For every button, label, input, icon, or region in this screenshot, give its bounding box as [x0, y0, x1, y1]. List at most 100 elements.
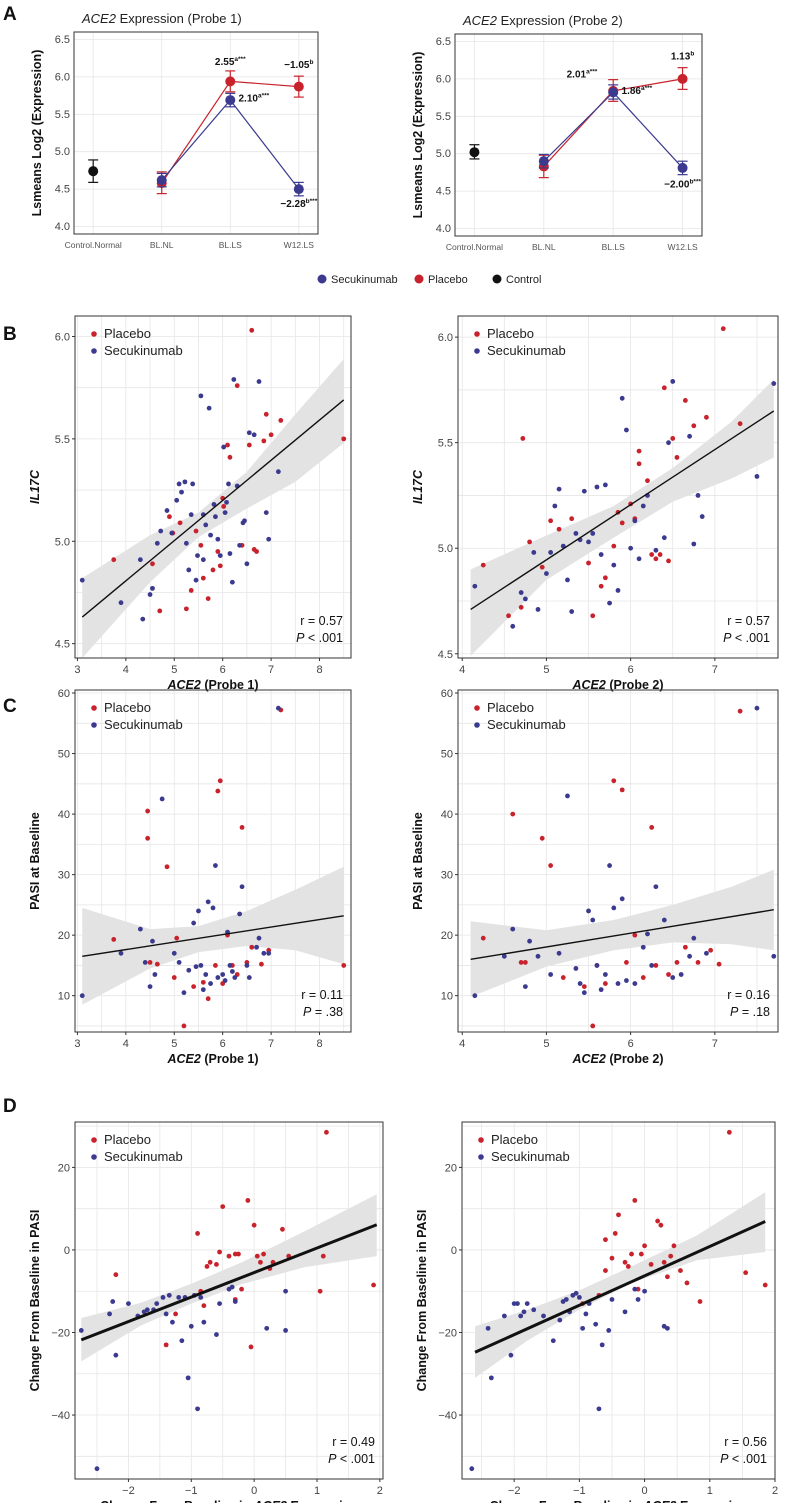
- data-point-placebo: [704, 414, 709, 420]
- data-point-placebo: [150, 561, 155, 567]
- data-point-placebo: [603, 1237, 608, 1243]
- data-point-placebo: [234, 383, 240, 389]
- effect-superscript: a***: [641, 85, 653, 92]
- p-value: P < .001: [328, 1452, 375, 1466]
- p-value-text: < .001: [728, 1452, 767, 1466]
- confidence-band: [475, 1192, 766, 1378]
- data-point-secukinumab: [615, 588, 621, 593]
- data-point-placebo: [254, 549, 259, 554]
- data-point-secukinumab: [580, 1325, 586, 1331]
- data-point-placebo: [113, 1272, 119, 1278]
- data-point-secukinumab: [596, 1406, 602, 1412]
- data-point-secukinumab: [619, 395, 625, 401]
- effect-annotation: 2.10a***: [238, 93, 269, 105]
- data-point-secukinumab: [632, 981, 638, 986]
- chart-c2: 4 5 6 7 10 20 30 40 50 60 Placebo Secukinumab r = 0.…: [411, 688, 779, 1066]
- p-value-symbol: P: [723, 631, 732, 645]
- legend-swatch-secukinumab: [474, 722, 480, 728]
- legend-swatch-placebo: [474, 705, 480, 711]
- x-tick-label: 2: [772, 1485, 778, 1497]
- data-point-secukinumab: [535, 607, 541, 612]
- data-point-secukinumab: [628, 545, 634, 551]
- data-point-secukinumab: [485, 1325, 491, 1331]
- data-point-secukinumab: [215, 975, 221, 980]
- plot-frame: [74, 689, 352, 1033]
- x-tick-label: BL.LS: [602, 242, 625, 252]
- data-point-secukinumab: [156, 175, 167, 186]
- data-point-secukinumab: [611, 905, 617, 911]
- plot-frame: [74, 315, 352, 659]
- data-point-placebo: [258, 1259, 263, 1265]
- data-point-secukinumab: [191, 920, 197, 926]
- data-point-placebo: [622, 1259, 628, 1265]
- data-point-secukinumab: [211, 502, 217, 507]
- data-point-secukinumab: [158, 528, 164, 534]
- data-point-placebo: [201, 1303, 207, 1309]
- x-tick-label: Control.Normal: [65, 240, 122, 250]
- data-point-secukinumab: [251, 432, 257, 438]
- effect-annotation: −2.00b***: [664, 178, 701, 190]
- x-tick-label: 2: [377, 1485, 383, 1497]
- data-point-placebo: [193, 528, 199, 534]
- data-point-secukinumab: [602, 972, 608, 977]
- correlation-r: r = 0.57: [300, 614, 343, 628]
- x-tick-label: 8: [316, 1038, 322, 1050]
- x-axis-label-rest: (Probe 1): [201, 678, 259, 692]
- data-point-secukinumab: [137, 557, 143, 563]
- data-point-placebo: [671, 1243, 677, 1249]
- chart-b1: 3 4 5 6 7 8 4.5 5.0 5.5 6.0 Placebo Secukinumab r = …: [28, 315, 352, 692]
- x-axis-label-prefix: Change From Baseline in: [100, 1499, 254, 1503]
- data-point-secukinumab: [670, 975, 676, 980]
- confidence-band: [470, 869, 774, 997]
- y-axis-label: Change From Baseline in PASI: [415, 1210, 429, 1392]
- x-tick-label: 6: [628, 664, 634, 676]
- data-point-placebo: [611, 543, 617, 549]
- data-point-secukinumab: [472, 583, 478, 589]
- data-point-secukinumab: [94, 1466, 100, 1472]
- y-tick-label: 4.5: [438, 649, 453, 661]
- data-point-secukinumab: [508, 1352, 514, 1358]
- data-point-secukinumab: [581, 488, 587, 494]
- data-point-secukinumab: [632, 518, 638, 524]
- data-point-placebo: [371, 1282, 376, 1288]
- data-point-placebo: [520, 436, 526, 441]
- data-point-secukinumab: [227, 551, 233, 556]
- y-tick-label: 5.0: [436, 148, 451, 160]
- data-point-placebo: [226, 1253, 232, 1259]
- x-axis-label-gene: ACE2: [642, 1499, 676, 1503]
- data-point-placebo: [249, 327, 255, 333]
- data-point-secukinumab: [217, 1301, 222, 1306]
- data-point-placebo: [236, 1251, 241, 1257]
- data-point-placebo: [616, 1212, 621, 1218]
- x-tick-label: 0: [251, 1485, 257, 1497]
- data-point-secukinumab: [225, 95, 236, 106]
- y-tick-label: 5.0: [438, 543, 453, 555]
- data-point-secukinumab: [598, 987, 604, 993]
- data-point-secukinumab: [198, 1295, 204, 1300]
- y-tick-label: 50: [58, 749, 70, 761]
- x-axis-label: ACE2 (Probe 1): [167, 678, 259, 692]
- data-point-placebo: [691, 423, 697, 429]
- data-point-secukinumab: [472, 993, 478, 999]
- data-point-placebo: [278, 418, 284, 423]
- data-point-placebo: [239, 825, 245, 830]
- x-tick-label: W12.LS: [284, 240, 315, 250]
- x-tick-label: 6: [220, 664, 226, 676]
- x-tick-label: BL.NL: [532, 242, 556, 252]
- p-value: P < .001: [723, 631, 770, 645]
- regression-line: [82, 915, 344, 958]
- p-value-symbol: P: [296, 631, 305, 645]
- data-point-secukinumab: [198, 393, 204, 399]
- data-point-secukinumab: [186, 967, 192, 973]
- data-point-secukinumab: [169, 530, 175, 536]
- data-point-secukinumab: [771, 953, 777, 959]
- effect-annotation: −1.05b: [284, 59, 313, 71]
- x-tick-label: −2: [508, 1485, 521, 1497]
- legend-label-placebo: Placebo: [491, 1132, 538, 1147]
- data-point-secukinumab: [636, 556, 642, 562]
- data-point-secukinumab: [687, 433, 692, 439]
- data-point-secukinumab: [754, 705, 760, 711]
- y-tick-label: 10: [58, 991, 70, 1003]
- data-point-secukinumab: [531, 1307, 537, 1313]
- data-point-placebo: [661, 385, 667, 391]
